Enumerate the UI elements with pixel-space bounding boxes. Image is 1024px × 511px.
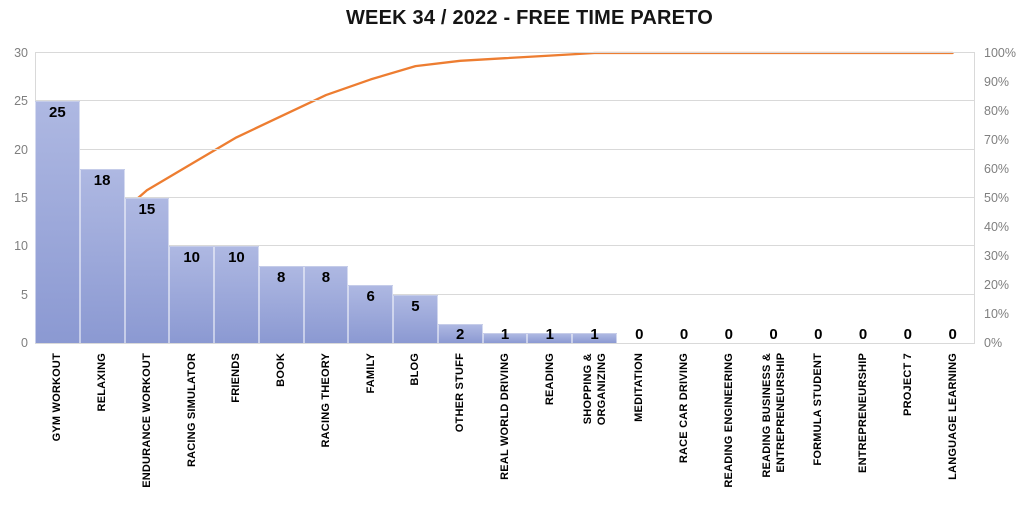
gridline xyxy=(35,197,975,198)
bar xyxy=(169,246,215,343)
bar-value-label: 0 xyxy=(814,326,823,343)
plot-area: 25 18 15 10 10 8 8 6 5 2 1 1 1 0 0 0 0 0 0 0 0 xyxy=(35,51,975,344)
gridline xyxy=(35,148,975,150)
bar-value-label: 15 xyxy=(138,201,156,218)
category-label: READING BUSINESS & ENTREPRENEURSHIP xyxy=(760,353,787,478)
plot-right-border xyxy=(974,53,975,343)
percent-axis-tick-label: 50% xyxy=(984,191,1010,205)
gridline xyxy=(35,52,975,53)
category-label: GYM WORKOUT xyxy=(51,353,64,442)
percent-axis-tick-label: 70% xyxy=(984,133,1010,147)
y-axis-tick-label: 0 xyxy=(21,336,28,350)
category-label: FAMILY xyxy=(364,353,377,394)
percent-axis-tick-label: 60% xyxy=(984,162,1010,176)
bar-value-label: 0 xyxy=(948,326,957,343)
bar xyxy=(393,294,438,343)
y-axis-tick-label: 20 xyxy=(14,142,28,157)
category-label: REAL WORLD DRIVING xyxy=(499,353,511,480)
category-label: FORMULA STUDENT xyxy=(812,353,825,466)
gridline xyxy=(35,100,975,102)
category-label: ENDURANCE WORKOUT xyxy=(140,353,153,488)
chart-title: WEEK 34 / 2022 - FREE TIME PARETO xyxy=(345,7,714,29)
y-axis-tick-label: 15 xyxy=(14,191,28,205)
bar-value-label: 1 xyxy=(590,326,599,343)
bar-value-label: 0 xyxy=(635,326,644,343)
category-label: LANGUAGE LEARNING xyxy=(946,353,959,480)
bar-value-label: 10 xyxy=(183,249,200,267)
bar-value-label: 25 xyxy=(49,104,66,122)
category-label: PROJECT 7 xyxy=(901,353,914,416)
bar-value-label: 0 xyxy=(903,326,913,343)
bar xyxy=(482,333,528,343)
category-label: READING xyxy=(543,353,556,406)
y-axis-tick-label: 5 xyxy=(21,287,28,302)
percent-axis-tick-label: 20% xyxy=(984,278,1010,292)
bar-value-label: 18 xyxy=(93,172,111,189)
category-label: RACE CAR DRIVING xyxy=(678,353,691,464)
percent-axis-tick-label: 40% xyxy=(984,220,1010,234)
bar-value-label: 2 xyxy=(456,326,465,343)
bar xyxy=(527,333,573,343)
category-label: FRIENDS xyxy=(230,353,243,403)
category-label: READING ENGINEERING xyxy=(722,353,735,488)
gridline xyxy=(35,293,975,295)
percent-axis-tick-label: 90% xyxy=(984,75,1010,89)
percent-axis-tick-label: 30% xyxy=(984,249,1010,263)
category-label: SHOPPING & ORGANIZING xyxy=(581,353,608,426)
bar-value-label: 6 xyxy=(366,288,375,305)
bar xyxy=(437,323,483,343)
bar-value-label: 1 xyxy=(500,326,510,343)
bar-value-label: 0 xyxy=(769,326,778,343)
bar xyxy=(348,285,394,343)
category-label: MEDITATION xyxy=(633,353,646,422)
bar-value-label: 0 xyxy=(679,326,689,343)
category-label: RELAXING xyxy=(96,353,109,412)
cumulative-line-layer xyxy=(56,51,954,279)
gridline xyxy=(35,343,975,344)
bar xyxy=(79,169,125,343)
category-label: ENTREPRENEURSHIP xyxy=(857,353,870,473)
bar-value-label: 0 xyxy=(858,326,868,343)
bar-value-label: 0 xyxy=(724,326,733,343)
percent-axis-tick-label: 100% xyxy=(984,46,1016,60)
bar xyxy=(303,265,349,343)
y-axis-tick-label: 10 xyxy=(14,239,28,254)
category-label: RACING THEORY xyxy=(319,353,332,448)
bar xyxy=(258,265,304,343)
percent-axis-tick-label: 0% xyxy=(984,336,1003,350)
cumulative-line xyxy=(56,51,954,279)
bar xyxy=(35,101,80,343)
gridline xyxy=(35,245,975,247)
percent-axis-tick-label: 10% xyxy=(984,307,1010,321)
bar xyxy=(124,198,170,343)
bar xyxy=(572,333,617,343)
bar-value-label: 1 xyxy=(545,326,554,343)
category-label: RACING SIMULATOR xyxy=(185,353,198,468)
y-axis-tick-label: 30 xyxy=(14,46,28,60)
bar-value-label: 8 xyxy=(321,268,331,286)
y-axis-tick-label: 25 xyxy=(14,94,28,109)
bar xyxy=(214,246,259,343)
category-label: OTHER STUFF xyxy=(454,353,467,433)
bar-value-label: 5 xyxy=(411,297,420,315)
percent-axis-tick-label: 80% xyxy=(984,104,1010,118)
category-label: BOOK xyxy=(275,353,288,387)
bar-value-label: 8 xyxy=(277,268,286,286)
category-label: BLOG xyxy=(409,353,422,386)
bar-value-label: 10 xyxy=(228,249,245,267)
